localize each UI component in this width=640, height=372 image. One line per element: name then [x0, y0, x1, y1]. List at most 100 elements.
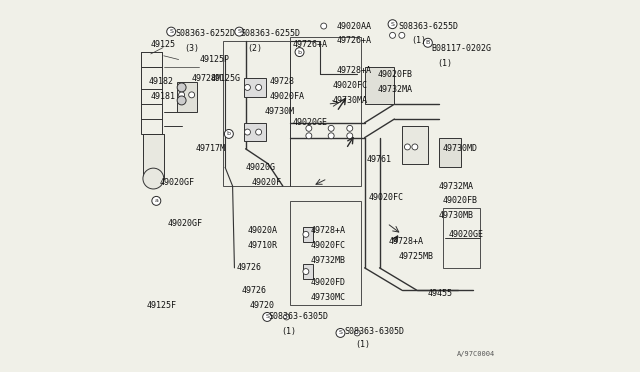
Text: b: b: [298, 49, 301, 55]
Text: 49020FC: 49020FC: [333, 81, 368, 90]
Text: 49125: 49125: [151, 40, 176, 49]
Text: 49125F: 49125F: [147, 301, 177, 310]
Text: 49726+A: 49726+A: [337, 36, 372, 45]
Text: 49728+A: 49728+A: [310, 226, 346, 235]
Text: 49730MB: 49730MB: [439, 211, 474, 220]
Text: 49020FB: 49020FB: [443, 196, 477, 205]
Text: 49181: 49181: [151, 92, 176, 101]
Circle shape: [295, 48, 304, 57]
Text: 49728: 49728: [270, 77, 295, 86]
Text: B08117-0202G: B08117-0202G: [431, 44, 492, 53]
Text: 49020GE: 49020GE: [292, 118, 327, 127]
Circle shape: [303, 269, 309, 275]
Text: 49125P: 49125P: [199, 55, 229, 64]
Bar: [291, 201, 361, 305]
Text: A/97C0004: A/97C0004: [456, 351, 495, 357]
Text: 49730MA: 49730MA: [333, 96, 368, 105]
Text: 49728+A: 49728+A: [337, 66, 372, 75]
Circle shape: [235, 27, 244, 36]
Circle shape: [306, 125, 312, 131]
Circle shape: [404, 144, 410, 150]
Circle shape: [179, 92, 184, 98]
Circle shape: [412, 144, 418, 150]
Bar: [443, 208, 480, 268]
Text: 49761: 49761: [367, 155, 392, 164]
Text: 49726+A: 49726+A: [292, 40, 327, 49]
Text: 49020FC: 49020FC: [310, 241, 346, 250]
Text: S: S: [265, 314, 269, 320]
Bar: [439, 138, 461, 167]
Circle shape: [255, 129, 262, 135]
Circle shape: [354, 330, 360, 336]
Text: S08363-6255D: S08363-6255D: [398, 22, 458, 31]
Text: 49020FC: 49020FC: [369, 193, 403, 202]
Text: 49732MB: 49732MB: [310, 256, 346, 265]
Circle shape: [388, 20, 397, 29]
Text: 49720: 49720: [250, 301, 275, 310]
Text: 49732MA: 49732MA: [378, 85, 413, 94]
Bar: [223, 41, 291, 186]
Text: S: S: [237, 29, 241, 34]
Bar: [303, 227, 312, 242]
Bar: [303, 264, 312, 279]
Text: (1): (1): [437, 59, 452, 68]
Text: 49717M: 49717M: [195, 144, 225, 153]
Circle shape: [189, 92, 195, 98]
Bar: [141, 67, 162, 134]
Bar: [177, 82, 197, 112]
Text: S08363-6305D: S08363-6305D: [344, 327, 404, 336]
Text: S08363-6255D: S08363-6255D: [240, 29, 300, 38]
Text: (1): (1): [355, 340, 371, 349]
Text: 49125G: 49125G: [211, 74, 240, 83]
Text: S: S: [339, 330, 342, 336]
Text: 49730MD: 49730MD: [443, 144, 477, 153]
Text: 49020FB: 49020FB: [378, 70, 413, 79]
Text: S08363-6305D: S08363-6305D: [268, 312, 328, 321]
Text: 49020A: 49020A: [248, 226, 278, 235]
Bar: [143, 134, 164, 179]
Circle shape: [328, 125, 334, 131]
Text: 49020GE: 49020GE: [449, 230, 483, 239]
Circle shape: [321, 23, 326, 29]
Text: 49182: 49182: [149, 77, 174, 86]
Text: 49730MC: 49730MC: [310, 293, 346, 302]
Circle shape: [303, 231, 309, 237]
Circle shape: [177, 96, 186, 105]
Bar: [402, 126, 428, 164]
Text: 49020FD: 49020FD: [310, 278, 346, 287]
Text: 49020F: 49020F: [251, 178, 281, 187]
Circle shape: [244, 84, 250, 90]
Text: (1): (1): [411, 36, 426, 45]
Circle shape: [424, 38, 433, 47]
Circle shape: [347, 125, 353, 131]
Text: S: S: [169, 29, 173, 34]
Text: B: B: [426, 40, 430, 45]
Circle shape: [262, 312, 271, 321]
Text: 49020AA: 49020AA: [337, 22, 372, 31]
Circle shape: [225, 129, 234, 138]
Text: 49020G: 49020G: [246, 163, 276, 172]
Text: 49728M: 49728M: [191, 74, 221, 83]
Text: a: a: [154, 198, 158, 203]
Circle shape: [390, 32, 396, 38]
Bar: [244, 78, 266, 97]
Text: 49725MB: 49725MB: [398, 252, 433, 261]
Text: S08363-6252D: S08363-6252D: [175, 29, 235, 38]
Circle shape: [244, 129, 250, 135]
Text: S: S: [390, 22, 394, 27]
Circle shape: [328, 133, 334, 139]
Text: 49020FA: 49020FA: [270, 92, 305, 101]
Circle shape: [167, 27, 175, 36]
Bar: [291, 37, 361, 186]
Text: 49726: 49726: [236, 263, 261, 272]
Text: 49728+A: 49728+A: [389, 237, 424, 246]
Text: 49726: 49726: [242, 286, 267, 295]
Circle shape: [306, 133, 312, 139]
Bar: [365, 67, 394, 104]
Text: 49710R: 49710R: [248, 241, 278, 250]
Text: (2): (2): [248, 44, 262, 53]
Circle shape: [399, 32, 405, 38]
Text: 49020GF: 49020GF: [160, 178, 195, 187]
Circle shape: [255, 84, 262, 90]
Text: 49020GF: 49020GF: [168, 219, 202, 228]
